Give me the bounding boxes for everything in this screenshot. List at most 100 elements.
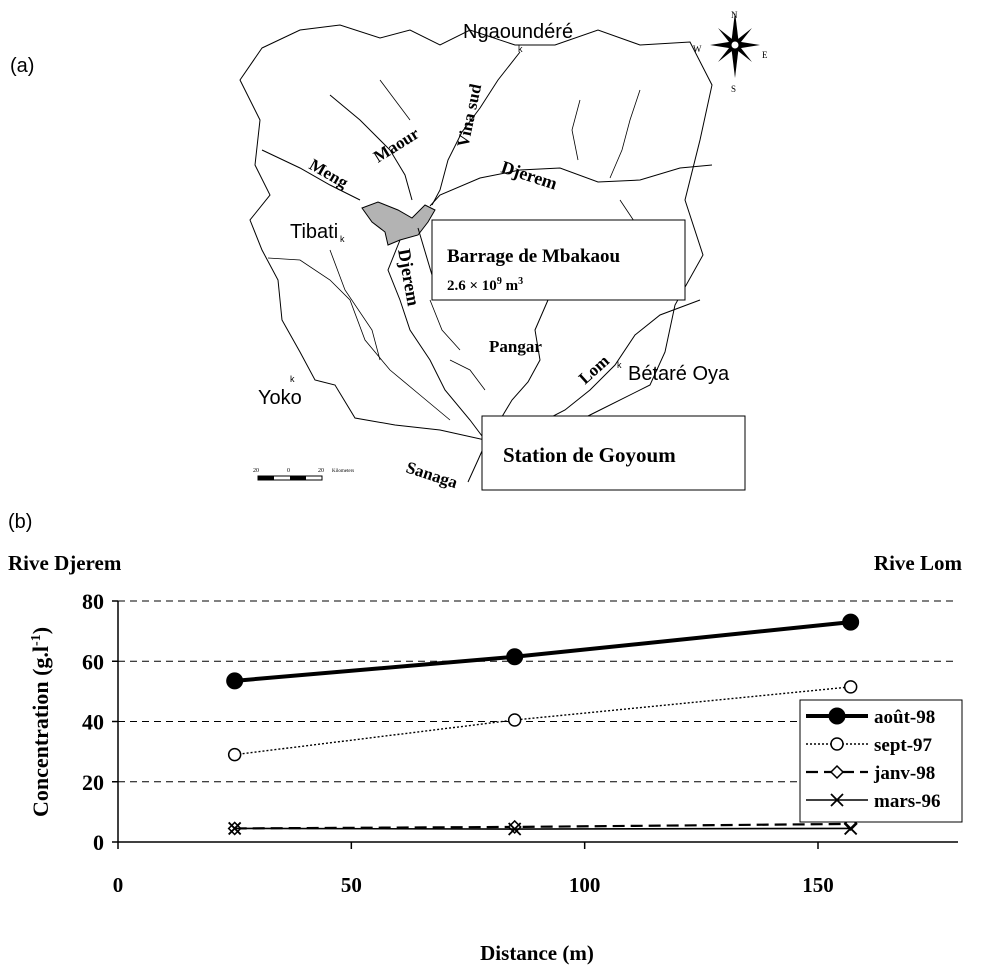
x-axis-label: Distance (m) xyxy=(480,941,594,965)
series-1 xyxy=(227,680,858,762)
panel-b-chart: (b) Rive Djerem Rive Lom 0 20 40 60 80 0 50 10… xyxy=(8,511,963,965)
river-djerem-lower xyxy=(387,239,486,441)
axes xyxy=(112,600,958,849)
reservoir xyxy=(361,201,436,246)
scale-mid: 0 xyxy=(287,468,290,474)
town-marker: k xyxy=(290,374,295,384)
data-point-stroke xyxy=(830,793,844,807)
tributary xyxy=(571,99,581,161)
legend-item-1: sept-97 xyxy=(806,735,933,756)
panel-a-map: (a) k k k k Ngaoundéré Tibati Yoko Bé xyxy=(10,10,768,492)
town-marker: k xyxy=(518,44,523,54)
x-tick-label: 0 xyxy=(113,873,124,897)
town-ngaoundere: Ngaoundéré xyxy=(463,21,573,43)
data-point xyxy=(828,707,846,725)
y-tick-label: 20 xyxy=(82,770,104,795)
town-marker: k xyxy=(340,234,345,244)
data-point xyxy=(228,821,242,836)
panel-a-label: (a) xyxy=(10,55,34,77)
right-bank-label: Rive Lom xyxy=(874,551,963,575)
legend-box xyxy=(799,699,963,823)
tributary xyxy=(429,299,461,351)
river-meng xyxy=(261,149,361,201)
series-line xyxy=(234,822,851,830)
compass-north: N xyxy=(731,10,738,20)
y-tick-label: 80 xyxy=(82,589,104,614)
scale-left: 20 xyxy=(253,468,259,474)
dam-volume: 2.6 × 109 m3 xyxy=(447,276,523,294)
series-2 xyxy=(227,816,858,836)
series-line xyxy=(234,686,851,756)
town-marker: k xyxy=(617,360,622,370)
compass-west: W xyxy=(693,44,702,54)
compass-east: E xyxy=(762,50,768,60)
legend-item-3: mars-96 xyxy=(806,791,940,812)
legend-label: mars-96 xyxy=(874,791,940,812)
river-label-meng: Meng xyxy=(306,155,352,192)
river-maour xyxy=(329,94,413,201)
data-point-stroke xyxy=(228,821,242,836)
river-label-djerem-lower: Djerem xyxy=(394,247,424,307)
dam-leader-line xyxy=(417,227,433,276)
scale-right: 20 xyxy=(318,468,324,474)
x-tick-label: 150 xyxy=(802,873,834,897)
data-point xyxy=(506,648,524,666)
basin-outline xyxy=(239,24,713,441)
data-point xyxy=(843,680,858,694)
tributary xyxy=(379,79,411,121)
tributary xyxy=(267,257,451,421)
panel-b-label: (b) xyxy=(8,511,32,533)
x-tick-labels: 0 50 100 150 xyxy=(113,873,834,897)
scale-unit: Kilometers xyxy=(332,469,354,474)
series-line xyxy=(234,620,851,683)
x-tick-label: 100 xyxy=(569,873,601,897)
series-line xyxy=(234,827,851,830)
legend-label: janv-98 xyxy=(873,763,935,784)
data-point xyxy=(844,821,858,836)
data-point xyxy=(842,613,860,631)
legend-item-0: août-98 xyxy=(806,707,935,728)
tributary xyxy=(449,359,486,391)
river-vina-sud xyxy=(431,51,521,206)
town-betare-oya: Bétaré Oya xyxy=(628,363,730,385)
tributary xyxy=(329,249,381,361)
river-label-sanaga: Sanaga xyxy=(404,458,461,493)
data-point xyxy=(507,819,522,834)
series-layer xyxy=(226,613,860,836)
data-point xyxy=(227,747,242,762)
data-point xyxy=(830,737,844,751)
y-tick-label: 60 xyxy=(82,649,104,674)
y-axis-label: Concentration (g.l-1) xyxy=(28,627,53,817)
station-label: Station de Goyoum xyxy=(503,443,676,467)
data-point xyxy=(829,764,845,780)
left-bank-label: Rive Djerem xyxy=(8,551,122,575)
legend-label: sept-97 xyxy=(874,735,933,756)
y-tick-label: 0 xyxy=(93,830,104,855)
tributary xyxy=(609,89,641,179)
data-point xyxy=(830,793,844,807)
river-djerem-upper xyxy=(429,164,713,207)
dam-callout-box xyxy=(431,219,686,301)
town-yoko: Yoko xyxy=(258,387,302,409)
data-point xyxy=(507,713,522,727)
y-tick-label: 40 xyxy=(82,710,104,735)
data-point xyxy=(508,822,522,836)
data-point xyxy=(226,672,244,690)
compass-south: S xyxy=(731,84,736,94)
data-point-stroke xyxy=(508,822,522,836)
legend-label: août-98 xyxy=(874,707,935,728)
legend: août-98 sept-97 janv-98 mars-96 xyxy=(799,699,963,823)
town-tibati: Tibati xyxy=(290,221,338,243)
dam-title: Barrage de Mbakaou xyxy=(447,246,621,267)
station-box xyxy=(481,415,746,491)
legend-item-2: janv-98 xyxy=(806,763,935,784)
river-label-lom: Lom xyxy=(575,351,613,388)
data-point-stroke xyxy=(844,821,858,836)
scale-bar: 20 0 20 Kilometers xyxy=(253,468,354,481)
compass-rose-icon: N S E W xyxy=(693,10,768,94)
series-0 xyxy=(226,613,860,690)
series-3 xyxy=(228,821,858,836)
river-label-djerem-upper: Djerem xyxy=(499,157,560,194)
y-tick-labels: 0 20 40 60 80 xyxy=(82,589,104,855)
